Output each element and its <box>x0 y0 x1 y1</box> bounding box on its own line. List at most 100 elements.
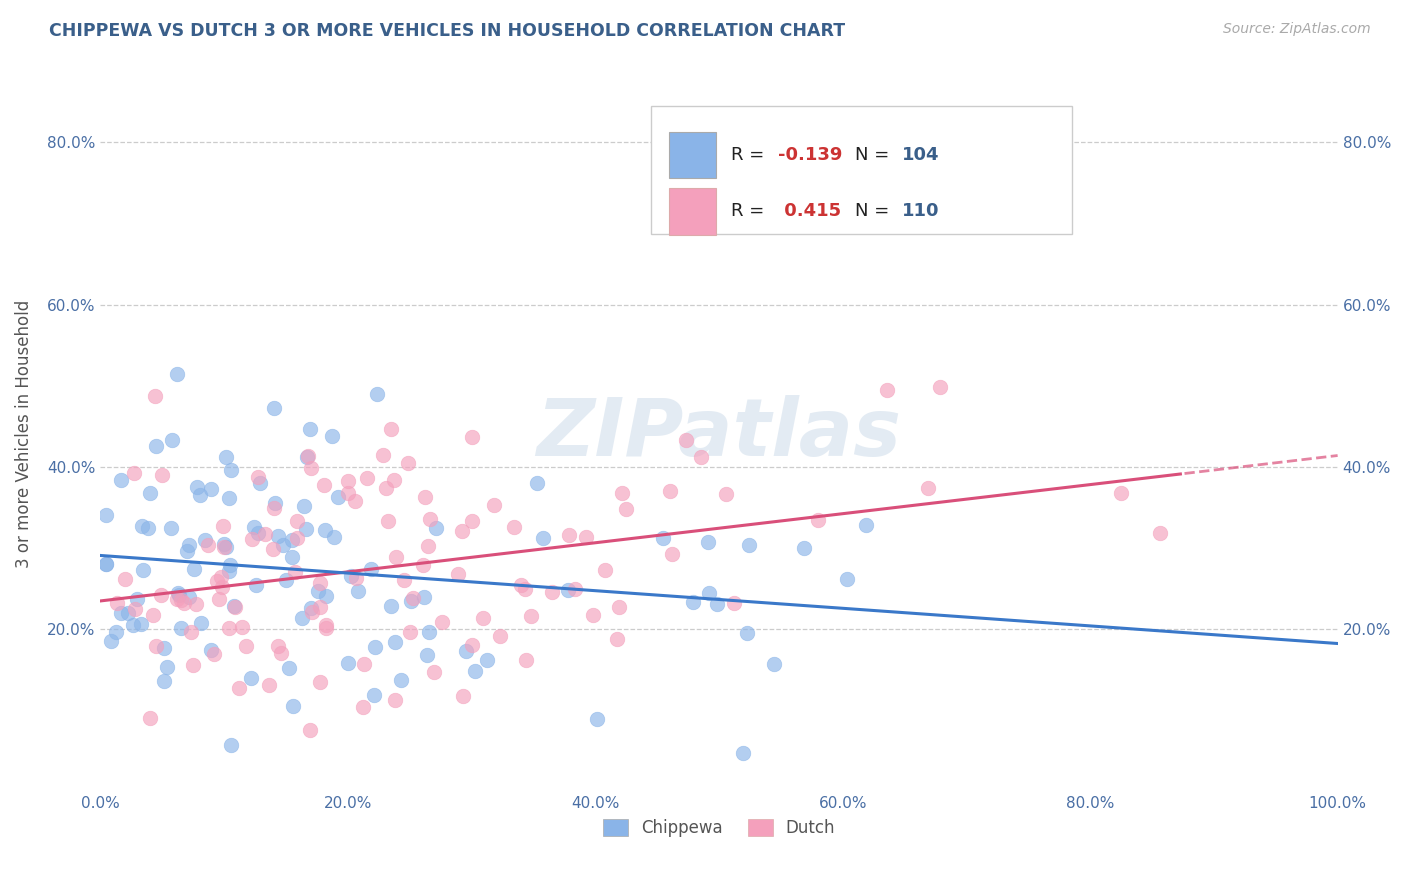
Text: Source: ZipAtlas.com: Source: ZipAtlas.com <box>1223 22 1371 37</box>
Point <box>380 599 402 614</box>
Point <box>110 474 132 488</box>
Point <box>763 657 786 671</box>
Point <box>281 533 304 548</box>
Point <box>929 380 952 394</box>
Point <box>167 586 190 600</box>
Point <box>430 615 453 629</box>
Text: CHIPPEWA VS DUTCH 3 OR MORE VEHICLES IN HOUSEHOLD CORRELATION CHART: CHIPPEWA VS DUTCH 3 OR MORE VEHICLES IN … <box>49 22 845 40</box>
Point <box>188 488 211 502</box>
Point <box>104 625 127 640</box>
Point <box>418 539 440 553</box>
FancyBboxPatch shape <box>669 132 717 178</box>
Point <box>277 661 299 675</box>
Point <box>321 429 343 443</box>
Point <box>451 524 474 538</box>
Point <box>581 607 603 622</box>
Point <box>312 478 335 492</box>
Point <box>292 500 315 514</box>
Point <box>235 640 257 654</box>
FancyBboxPatch shape <box>651 106 1071 235</box>
Point <box>308 600 330 615</box>
Point <box>366 386 388 401</box>
Point <box>197 538 219 552</box>
Point <box>208 592 231 607</box>
Point <box>180 624 202 639</box>
Point <box>326 490 349 504</box>
Point <box>291 610 314 624</box>
Point <box>460 514 482 528</box>
Point <box>398 456 420 470</box>
Point <box>200 643 222 657</box>
Point <box>807 513 830 527</box>
Point <box>557 527 579 541</box>
Point <box>515 582 537 596</box>
Point <box>344 571 367 585</box>
Point <box>661 548 683 562</box>
Point <box>299 461 322 475</box>
Point <box>200 482 222 496</box>
Point <box>228 681 250 696</box>
Point <box>194 533 217 548</box>
Point <box>477 653 499 667</box>
Point <box>526 475 548 490</box>
Point <box>382 473 405 487</box>
Text: 0.415: 0.415 <box>779 202 841 220</box>
Point <box>224 599 246 614</box>
Point <box>385 549 408 564</box>
Point <box>117 606 139 620</box>
Point <box>209 570 232 584</box>
Point <box>183 562 205 576</box>
Point <box>124 602 146 616</box>
Point <box>356 471 378 485</box>
Point <box>419 512 441 526</box>
Point <box>190 615 212 630</box>
Point <box>145 439 167 453</box>
Point <box>257 678 280 692</box>
Point <box>323 530 346 544</box>
Point <box>170 593 193 607</box>
Text: N =: N = <box>855 145 896 164</box>
Point <box>423 665 446 680</box>
Point <box>218 621 240 635</box>
Point <box>212 518 235 533</box>
Point <box>262 542 284 557</box>
Point <box>413 590 436 604</box>
Point <box>138 521 160 535</box>
Point <box>510 578 533 592</box>
Point <box>267 528 290 542</box>
FancyBboxPatch shape <box>669 188 717 235</box>
Point <box>153 674 176 689</box>
Point <box>96 508 118 523</box>
Point <box>170 621 193 635</box>
Point <box>205 574 228 588</box>
Point <box>564 582 586 596</box>
Point <box>652 531 675 545</box>
Point <box>489 629 512 643</box>
Point <box>352 700 374 714</box>
Point <box>211 580 233 594</box>
Point <box>299 600 322 615</box>
Point <box>264 496 287 510</box>
Point <box>240 532 263 546</box>
Point <box>267 639 290 653</box>
Point <box>149 588 172 602</box>
Point <box>706 598 728 612</box>
Text: R =: R = <box>731 202 770 220</box>
Point <box>337 656 360 670</box>
Point <box>121 618 143 632</box>
Point <box>139 486 162 500</box>
Point <box>246 525 269 540</box>
Point <box>142 608 165 623</box>
Point <box>557 583 579 598</box>
Point <box>413 490 436 504</box>
Point <box>281 549 304 564</box>
Point <box>100 633 122 648</box>
Point <box>240 671 263 685</box>
Point <box>1149 525 1171 540</box>
Point <box>610 486 633 500</box>
Point <box>384 693 406 707</box>
Point <box>139 711 162 725</box>
Point <box>96 557 118 571</box>
Point <box>270 647 292 661</box>
Point <box>531 532 554 546</box>
